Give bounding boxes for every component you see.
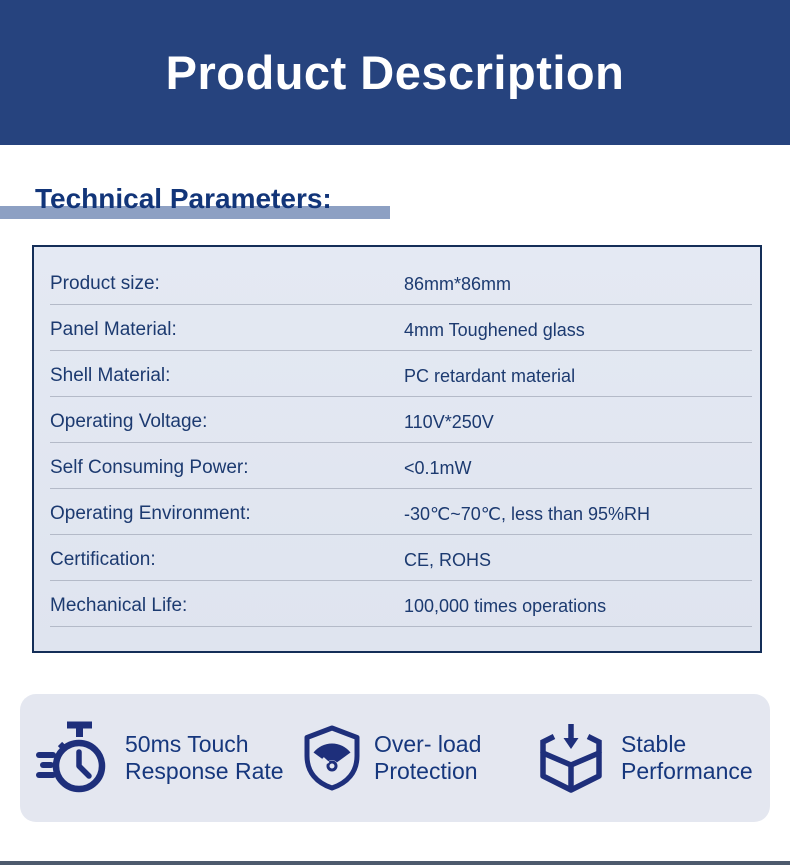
- box-arrow-icon: [534, 719, 608, 797]
- spec-value: CE, ROHS: [404, 550, 492, 570]
- feature-label-line1: Over- load: [374, 731, 482, 757]
- feature-label-line1: 50ms Touch: [125, 731, 249, 757]
- section-heading: Technical Parameters:: [0, 183, 420, 223]
- spec-row: Operating Environment: -30℃~70℃, less th…: [50, 489, 752, 535]
- feature-label-line2: Response Rate: [125, 758, 284, 784]
- feature-touch-response: 50ms Touch Response Rate: [34, 694, 284, 822]
- bottom-divider-bar: [0, 861, 790, 865]
- spec-label: Operating Environment:: [50, 503, 251, 524]
- spec-label: Shell Material:: [50, 365, 171, 386]
- feature-label-line1: Stable: [621, 731, 687, 757]
- spec-row: Product size: 86mm*86mm: [50, 259, 752, 305]
- feature-label: Over- load Protection: [374, 731, 481, 785]
- spec-table: Product size: 86mm*86mm Panel Material: …: [32, 245, 762, 653]
- spec-row: Mechanical Life: 100,000 times operation…: [50, 581, 752, 627]
- spec-label: Operating Voltage:: [50, 411, 208, 432]
- spec-label: Self Consuming Power:: [50, 457, 249, 478]
- spec-value: 100,000 times operations: [404, 596, 607, 616]
- spec-label: Certification:: [50, 549, 156, 570]
- spec-row: Shell Material: PC retardant material: [50, 351, 752, 397]
- heading-highlight-bar: [0, 206, 390, 219]
- spec-value: 86mm*86mm: [404, 274, 512, 294]
- spec-value: <0.1mW: [404, 458, 472, 478]
- feature-label: Stable Performance: [621, 731, 753, 785]
- spec-label: Product size:: [50, 273, 160, 294]
- spec-row: Self Consuming Power: <0.1mW: [50, 443, 752, 489]
- feature-label: 50ms Touch Response Rate: [125, 731, 284, 785]
- feature-label-line2: Performance: [621, 758, 753, 784]
- spec-label: Mechanical Life:: [50, 595, 188, 616]
- spec-label: Panel Material:: [50, 319, 177, 340]
- feature-overload-protection: Over- load Protection: [303, 694, 481, 822]
- stopwatch-speed-icon: [34, 717, 112, 799]
- shield-gauge-icon: [303, 725, 361, 791]
- spec-value: 110V*250V: [404, 412, 494, 432]
- section-heading-text: Technical Parameters:: [35, 183, 332, 214]
- features-bar: 50ms Touch Response Rate Over- load Prot…: [20, 694, 770, 822]
- feature-stable-performance: Stable Performance: [534, 694, 753, 822]
- spec-value: 4mm Toughened glass: [404, 320, 585, 340]
- spec-row: Certification: CE, ROHS: [50, 535, 752, 581]
- spec-value: PC retardant material: [404, 366, 576, 386]
- page-title: Product Description: [165, 46, 625, 99]
- page-header: Product Description: [0, 0, 790, 145]
- spec-row: Operating Voltage: 110V*250V: [50, 397, 752, 443]
- spec-value: -30℃~70℃, less than 95%RH: [404, 504, 651, 524]
- spec-row: Panel Material: 4mm Toughened glass: [50, 305, 752, 351]
- feature-label-line2: Protection: [374, 758, 478, 784]
